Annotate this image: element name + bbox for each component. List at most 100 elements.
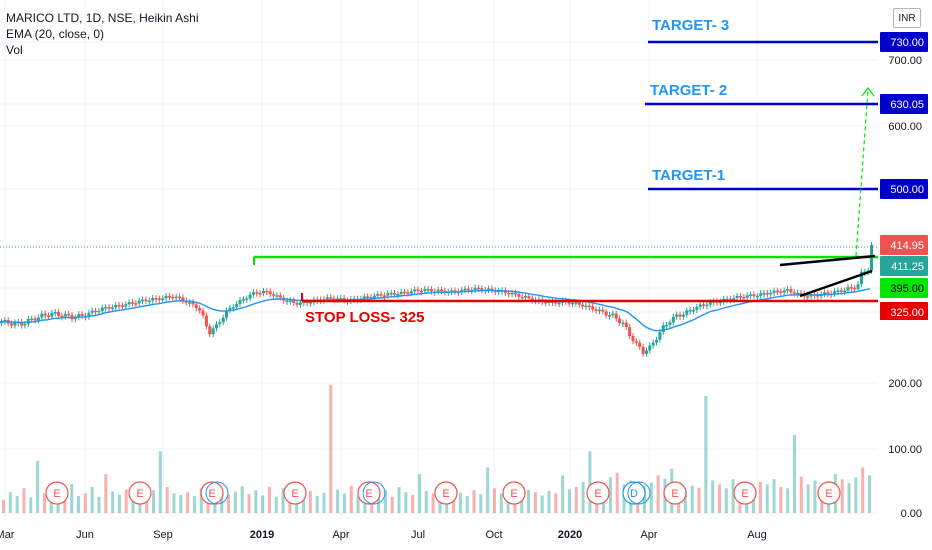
candle-body <box>796 292 800 295</box>
earnings-marker <box>434 481 458 505</box>
earnings-marker-label: D <box>630 488 638 500</box>
candle-body <box>678 314 682 317</box>
candle-body <box>235 303 239 308</box>
candle-body <box>214 324 218 329</box>
candle-body <box>426 289 430 291</box>
volume-bar <box>383 490 387 513</box>
volume-bar <box>567 489 571 513</box>
volume-bar <box>22 488 26 513</box>
volume-bar <box>247 494 251 513</box>
volume-bar <box>342 493 346 513</box>
volume-bar <box>158 451 162 513</box>
earnings-marker <box>502 481 526 505</box>
candle-body <box>154 298 158 300</box>
volume-bar <box>786 488 790 513</box>
candle-body <box>429 289 433 292</box>
candle-body <box>661 325 665 333</box>
candle-body <box>3 319 7 322</box>
candle-body <box>466 288 470 291</box>
candle-body <box>184 300 188 303</box>
candle-body <box>675 314 679 317</box>
volume-bar <box>438 495 442 513</box>
volume-bar <box>97 496 101 513</box>
candle-body <box>90 310 94 313</box>
candle-body <box>779 291 783 293</box>
volume-bar <box>186 492 190 513</box>
candle-body <box>382 295 386 297</box>
candle-body <box>846 287 850 291</box>
level-annotation: TARGET- 3 <box>652 17 729 34</box>
candle-body <box>423 289 427 291</box>
volume-bar <box>261 495 265 513</box>
time-tick: Jun <box>76 529 94 541</box>
candle-body <box>372 295 376 298</box>
candle-body <box>749 294 753 296</box>
candle-body <box>658 332 662 340</box>
volume-bar <box>779 487 783 513</box>
level-lines: TARGET- 3 TARGET- 2 TARGET-1 STOP LOSS- 325 <box>253 17 878 326</box>
candle-body <box>463 288 467 291</box>
candle-body <box>581 304 585 307</box>
candle-body <box>597 309 601 312</box>
candle-body <box>769 292 773 295</box>
volume-bar <box>806 484 810 513</box>
candle-body <box>527 296 531 299</box>
volume-bar <box>104 474 108 513</box>
candle-body <box>157 298 161 301</box>
candle-body <box>671 316 675 323</box>
candle-body <box>510 292 514 295</box>
time-tick: Oct <box>485 529 502 541</box>
candle-body <box>114 304 118 308</box>
candle-body <box>587 305 591 308</box>
candle-body <box>567 301 571 304</box>
candle-body <box>131 302 135 304</box>
candle-body <box>339 298 343 300</box>
volume-bar <box>111 491 115 513</box>
candle-body <box>440 289 444 292</box>
candle-body <box>10 323 14 326</box>
price-label: 500.00 <box>890 184 924 196</box>
price-tick: 600.00 <box>888 121 922 133</box>
candle-body <box>621 322 625 325</box>
candle-body <box>23 323 27 326</box>
candle-body <box>278 295 282 298</box>
axis-spacer <box>880 320 928 334</box>
volume-bar <box>377 494 381 513</box>
candle-body <box>487 288 491 291</box>
volume-bar <box>840 479 844 513</box>
volume-bar <box>411 494 415 513</box>
candle-body <box>745 295 749 298</box>
time-axis: Mar Jun Sep 2019 Apr Jul Oct 2020 Apr Aug <box>0 529 767 541</box>
candle-body <box>67 313 71 316</box>
candle-body <box>691 309 695 312</box>
volume-bar <box>77 496 81 513</box>
candle-body <box>604 311 608 316</box>
volume-bar <box>131 493 135 513</box>
candle-body <box>295 302 299 305</box>
candle-body <box>204 315 208 327</box>
earnings-marker <box>663 481 687 505</box>
candle-body <box>386 293 390 296</box>
volume-bar <box>697 487 701 513</box>
candle-body <box>624 322 628 328</box>
candle-body <box>644 350 648 354</box>
volume-bar <box>267 487 271 513</box>
candle-body <box>265 290 269 293</box>
price-label: 730.00 <box>890 37 924 49</box>
volume-bar <box>49 498 53 513</box>
candle-body <box>97 310 101 313</box>
candle-body <box>325 297 329 300</box>
volume-bar <box>711 480 715 513</box>
currency-button[interactable]: INR <box>893 8 921 28</box>
candle-body <box>285 300 289 303</box>
price-tick: 0.00 <box>901 508 922 520</box>
candle-body <box>127 302 131 305</box>
volume-bar <box>70 483 74 513</box>
price-label-box <box>880 235 928 255</box>
volume-bar <box>424 490 428 513</box>
candle-body <box>272 294 276 296</box>
level-annotation: TARGET- 2 <box>650 82 727 99</box>
candle-body <box>144 299 148 302</box>
candle-body <box>638 342 642 347</box>
